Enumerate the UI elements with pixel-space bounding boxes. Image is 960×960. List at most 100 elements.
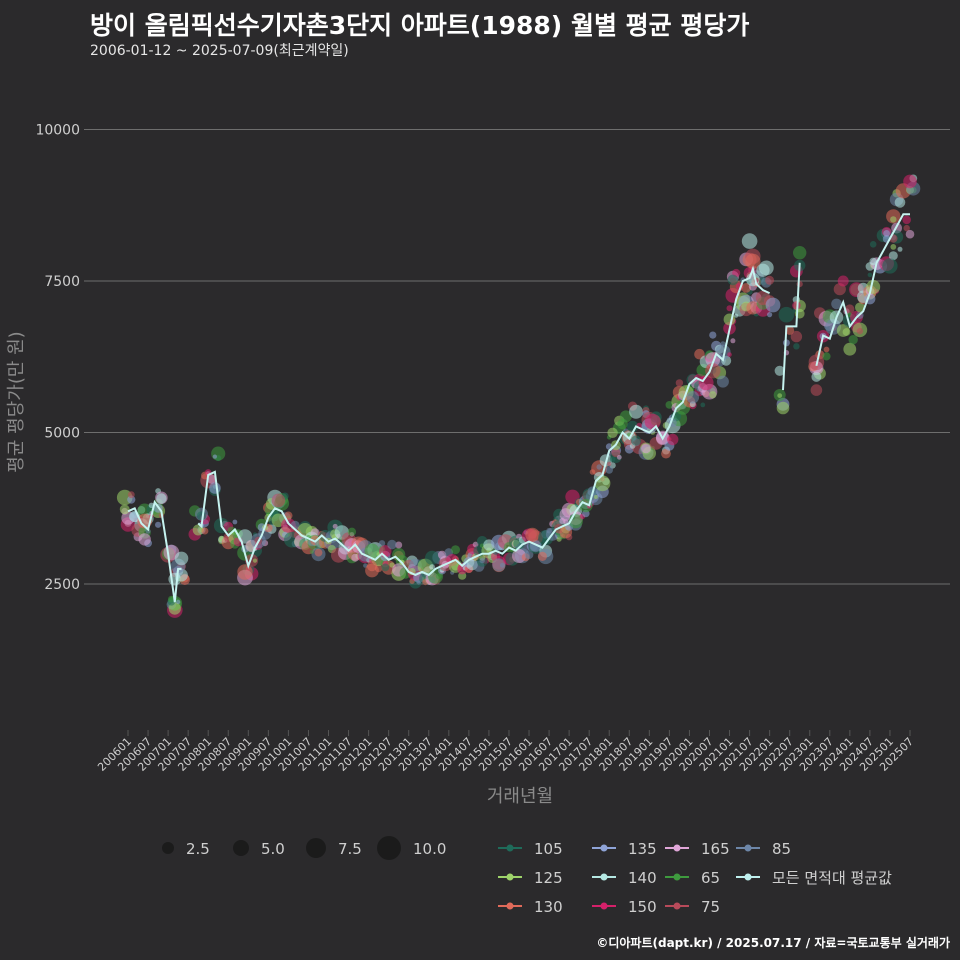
data-point bbox=[727, 352, 732, 357]
data-point bbox=[119, 504, 130, 515]
data-point bbox=[845, 304, 855, 314]
data-point bbox=[252, 558, 258, 563]
data-point bbox=[174, 551, 189, 566]
legend-swatch-dot bbox=[744, 844, 752, 852]
data-point bbox=[831, 298, 842, 310]
y-axis-ticks: 2500 5000 7500 10000 bbox=[35, 123, 80, 594]
data-point bbox=[138, 533, 151, 546]
data-point bbox=[644, 413, 661, 430]
data-point bbox=[883, 230, 890, 237]
legend-label: 65 bbox=[701, 869, 720, 887]
legend-label: 85 bbox=[772, 840, 791, 858]
legend-label: 105 bbox=[534, 840, 563, 858]
data-point bbox=[716, 375, 729, 388]
data-point bbox=[607, 461, 612, 467]
legend-label: 150 bbox=[628, 898, 657, 916]
size-legend-label: 5.0 bbox=[261, 840, 285, 858]
data-point bbox=[395, 541, 403, 549]
data-point bbox=[842, 328, 851, 336]
data-point bbox=[156, 493, 167, 504]
data-point bbox=[127, 495, 136, 504]
data-point bbox=[822, 352, 831, 361]
data-point bbox=[856, 327, 864, 335]
x-axis-ticks: 2006012006072007012007072008012008072009… bbox=[95, 730, 916, 774]
chart-title: 방이 올림픽선수기자촌3단지 아파트(1988) 월별 평균 평당가 bbox=[90, 11, 750, 40]
data-point bbox=[594, 475, 611, 492]
y-axis-title: 평균 평당가(만 원) bbox=[6, 331, 27, 472]
data-point bbox=[726, 305, 733, 312]
data-point bbox=[309, 549, 314, 554]
data-point bbox=[774, 365, 785, 376]
data-point bbox=[894, 197, 906, 208]
data-point bbox=[741, 283, 752, 293]
data-point bbox=[765, 297, 781, 313]
data-point bbox=[429, 564, 435, 570]
legend-label: 125 bbox=[534, 869, 563, 887]
data-point bbox=[127, 491, 135, 499]
data-point bbox=[212, 454, 217, 459]
data-point bbox=[730, 338, 736, 344]
data-point bbox=[209, 482, 221, 494]
data-point bbox=[843, 342, 857, 356]
data-point bbox=[211, 446, 226, 461]
y-tick-label: 2500 bbox=[44, 577, 80, 593]
y-tick-label: 7500 bbox=[44, 274, 80, 290]
legend-label: 모든 면적대 평균값 bbox=[772, 869, 892, 887]
data-point bbox=[364, 543, 380, 559]
data-point bbox=[616, 454, 622, 460]
data-point bbox=[709, 391, 717, 399]
size-legend-marker bbox=[233, 840, 249, 856]
data-point bbox=[855, 302, 865, 313]
data-point bbox=[630, 435, 642, 446]
data-point bbox=[425, 550, 440, 566]
data-point bbox=[793, 343, 800, 350]
data-point bbox=[619, 410, 632, 423]
data-point bbox=[793, 246, 807, 260]
legend-swatch-dot bbox=[600, 844, 608, 852]
data-point bbox=[785, 325, 795, 335]
data-point bbox=[767, 312, 773, 318]
data-point bbox=[810, 384, 823, 396]
data-point bbox=[897, 246, 903, 252]
data-point bbox=[705, 363, 721, 379]
data-point bbox=[168, 595, 175, 603]
average-line bbox=[127, 213, 910, 603]
average-line-segment bbox=[197, 265, 771, 577]
data-point bbox=[667, 433, 679, 446]
data-point bbox=[811, 371, 822, 382]
average-line-segment bbox=[127, 499, 182, 603]
data-point bbox=[593, 495, 598, 499]
data-point bbox=[175, 599, 181, 605]
data-point bbox=[823, 346, 830, 353]
legend-swatch-dot bbox=[744, 873, 752, 881]
data-point bbox=[416, 580, 421, 585]
data-point bbox=[756, 263, 770, 277]
data-point bbox=[778, 306, 795, 323]
data-point bbox=[869, 241, 877, 248]
data-point bbox=[596, 464, 602, 470]
data-point bbox=[145, 528, 151, 534]
data-point bbox=[741, 233, 758, 249]
legend-label: 130 bbox=[534, 898, 563, 916]
data-points bbox=[116, 174, 921, 618]
size-legend-marker bbox=[162, 842, 174, 854]
grid-lines bbox=[84, 129, 950, 585]
data-point bbox=[314, 548, 323, 557]
chart-subtitle: 2006-01-12 ~ 2025-07-09(최근계약일) bbox=[90, 43, 349, 59]
legend-label: 140 bbox=[628, 869, 657, 887]
data-point bbox=[206, 474, 217, 484]
data-point bbox=[451, 545, 460, 555]
data-point bbox=[745, 253, 761, 269]
size-legend-marker bbox=[306, 838, 326, 858]
data-point bbox=[837, 275, 849, 287]
data-point bbox=[890, 216, 897, 223]
size-legend-marker bbox=[377, 836, 401, 860]
data-point bbox=[629, 404, 643, 419]
source-caption: ©디아파트(dapt.kr) / 2025.07.17 / 자료=국토교통부 실… bbox=[596, 936, 950, 950]
legend-swatch-dot bbox=[506, 844, 514, 852]
size-legend: 2.5 5.0 7.5 10.0 bbox=[162, 836, 446, 860]
legend-swatch-dot bbox=[506, 902, 514, 910]
data-point bbox=[869, 257, 877, 266]
y-tick-label: 10000 bbox=[35, 123, 80, 139]
